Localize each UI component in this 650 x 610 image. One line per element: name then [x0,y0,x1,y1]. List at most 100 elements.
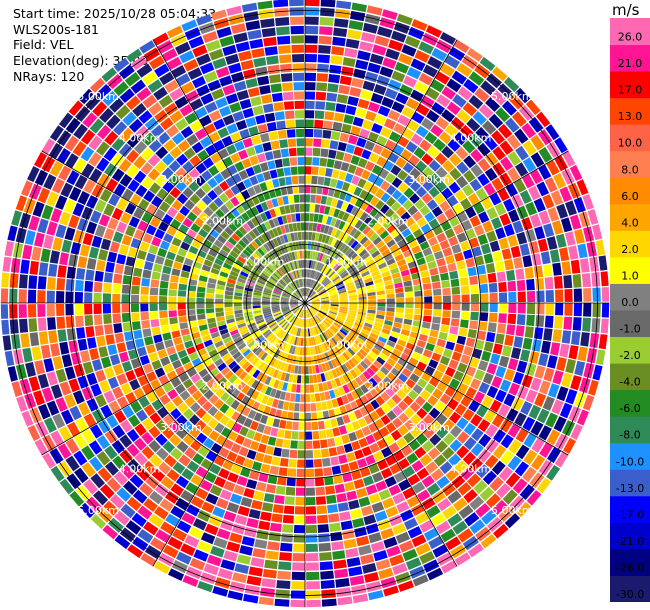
velocity-gate [340,463,351,474]
velocity-gate [126,496,142,511]
velocity-gate [281,82,293,92]
velocity-gate [397,222,408,233]
velocity-gate [189,426,201,439]
velocity-gate [179,277,189,285]
velocity-gate [499,140,514,155]
velocity-gate [217,127,230,139]
velocity-gate [468,71,485,86]
velocity-gate [68,378,80,393]
velocity-gate [486,385,499,399]
velocity-gate [430,124,444,137]
velocity-gate [352,255,361,263]
velocity-gate [239,98,252,110]
velocity-gate [294,336,298,346]
velocity-gate [504,334,514,347]
velocity-gate [513,257,523,269]
velocity-gate [375,188,385,199]
velocity-gate [167,388,179,400]
velocity-gate [295,356,300,365]
velocity-gate [271,456,281,466]
velocity-gate [207,317,216,324]
velocity-gate [258,9,274,19]
velocity-gate [495,261,505,272]
velocity-gate [292,294,300,300]
velocity-gate [416,103,430,117]
velocity-gate [266,121,277,132]
velocity-gate [68,254,79,267]
velocity-gate [347,347,356,356]
velocity-gate [318,364,324,373]
colorbar-tick-label: 13.0 [618,110,643,123]
velocity-gate [113,121,128,136]
velocity-gate [153,86,168,101]
velocity-gate [543,223,555,238]
velocity-gate [456,445,470,459]
velocity-gate [402,465,416,478]
velocity-gate [243,488,255,499]
velocity-gate [229,102,242,113]
velocity-gate [175,180,187,192]
velocity-gate [88,152,102,167]
velocity-gate [416,361,427,371]
velocity-gate [239,252,249,261]
velocity-gate [390,331,400,339]
velocity-gate [109,241,120,253]
velocity-gate [321,304,330,307]
velocity-gate [175,73,191,87]
velocity-gate [373,550,388,562]
velocity-gate [66,170,80,186]
velocity-gate [296,318,300,327]
velocity-gate [275,589,290,599]
velocity-gate [462,451,477,466]
velocity-gate [232,111,245,122]
velocity-gate [237,381,246,391]
velocity-gate [567,182,581,199]
colorbar-tick-label: -2.0 [619,349,640,362]
velocity-gate [403,187,415,199]
velocity-gate [146,224,157,236]
velocity-gate [290,297,299,301]
velocity-gate [310,307,317,314]
velocity-gate [50,384,63,399]
velocity-gate [356,337,365,345]
velocity-gate [84,315,94,327]
velocity-gate [367,291,376,297]
velocity-gate [305,203,310,212]
velocity-gate [149,216,161,228]
velocity-gate [256,423,266,433]
velocity-gate [290,300,299,303]
velocity-gate [305,497,316,506]
velocity-gate [234,295,243,300]
velocity-gate [414,296,423,303]
velocity-gate [506,134,521,150]
velocity-gate [415,186,427,198]
velocity-gate [424,383,436,394]
velocity-gate [269,169,278,179]
velocity-gate [368,299,377,303]
velocity-gate [472,348,483,359]
velocity-gate [65,291,74,303]
velocity-gate [321,353,328,362]
velocity-gate [500,434,514,449]
velocity-gate [329,389,336,399]
velocity-gate [293,525,305,534]
velocity-gate [319,310,327,316]
velocity-gate [358,334,367,342]
velocity-gate [29,260,39,275]
velocity-gate [369,442,380,454]
velocity-gate [192,44,208,58]
velocity-gate [334,346,342,355]
velocity-gate [140,303,149,312]
velocity-gate [552,370,564,385]
velocity-gate [427,260,437,270]
velocity-gate [497,187,510,202]
velocity-gate [349,305,358,309]
velocity-gate [235,119,248,131]
velocity-gate [226,318,235,324]
velocity-gate [468,95,484,110]
velocity-gate [362,562,377,574]
velocity-gate [286,313,293,320]
velocity-gate [319,26,333,36]
velocity-gate [230,23,246,34]
velocity-gate [451,310,461,319]
